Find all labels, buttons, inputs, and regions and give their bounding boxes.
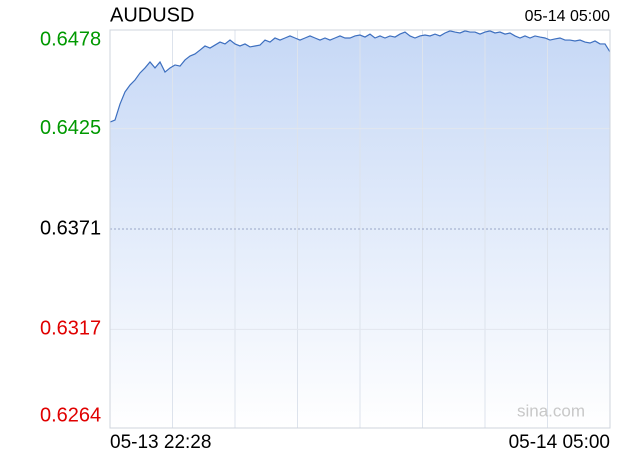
x-tick-label: 05-13 22:28 — [110, 432, 211, 453]
y-tick-label: 0.6317 — [40, 318, 101, 340]
y-tick-label: 0.6425 — [40, 117, 101, 139]
y-tick-label: 0.6371 — [40, 217, 101, 239]
y-tick-label: 0.6264 — [40, 404, 101, 426]
timestamp: 05-14 05:00 — [525, 8, 611, 25]
plot-border — [109, 29, 611, 429]
price-line — [109, 30, 611, 123]
chart-title: AUDUSD — [110, 4, 194, 26]
watermark: sina.com — [517, 401, 585, 420]
y-tick-label: 0.6478 — [40, 28, 101, 50]
x-tick-label: 05-14 05:00 — [509, 432, 610, 453]
